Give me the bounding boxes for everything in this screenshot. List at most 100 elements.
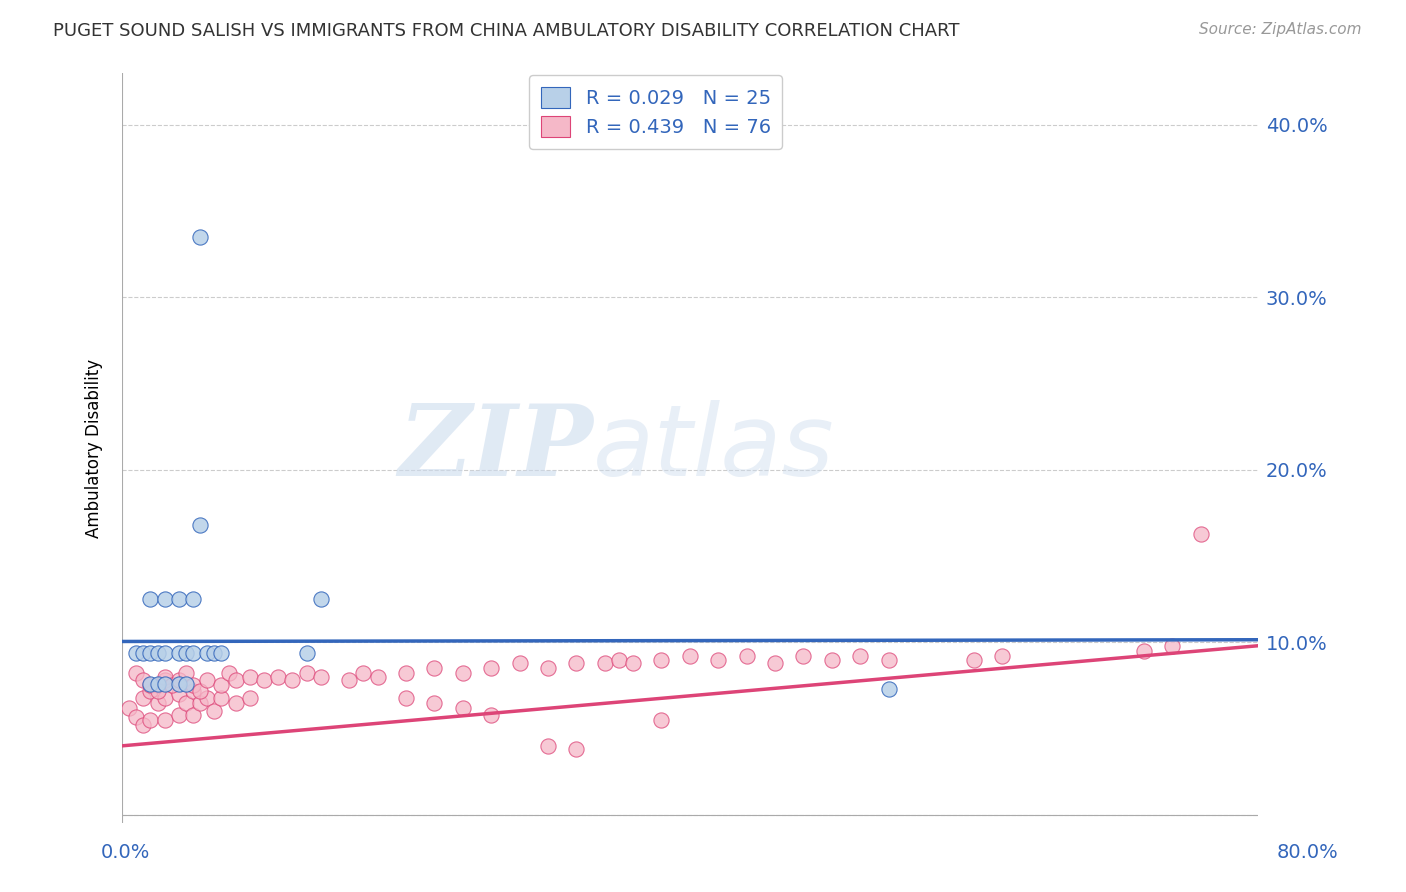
Point — [153, 690, 176, 705]
Text: Source: ZipAtlas.com: Source: ZipAtlas.com — [1198, 22, 1361, 37]
Point — [195, 646, 218, 660]
Point — [621, 656, 644, 670]
Point — [821, 652, 844, 666]
Legend: R = 0.029   N = 25, R = 0.439   N = 76: R = 0.029 N = 25, R = 0.439 N = 76 — [529, 75, 782, 149]
Point — [153, 673, 176, 688]
Point — [188, 696, 211, 710]
Point — [132, 646, 155, 660]
Point — [195, 673, 218, 688]
Point — [267, 670, 290, 684]
Point — [209, 690, 232, 705]
Point — [202, 646, 225, 660]
Point — [146, 678, 169, 692]
Point — [849, 649, 872, 664]
Point — [167, 646, 190, 660]
Text: 80.0%: 80.0% — [1277, 843, 1339, 862]
Point — [395, 666, 418, 681]
Point — [735, 649, 758, 664]
Text: atlas: atlas — [593, 400, 835, 497]
Point — [209, 646, 232, 660]
Point — [423, 661, 446, 675]
Point — [707, 652, 730, 666]
Text: 0.0%: 0.0% — [101, 843, 150, 862]
Point — [146, 677, 169, 691]
Point — [139, 646, 162, 660]
Point — [679, 649, 702, 664]
Y-axis label: Ambulatory Disability: Ambulatory Disability — [86, 359, 103, 538]
Point — [118, 701, 141, 715]
Point — [153, 677, 176, 691]
Point — [139, 713, 162, 727]
Point — [1189, 526, 1212, 541]
Point — [367, 670, 389, 684]
Point — [181, 678, 204, 692]
Point — [181, 707, 204, 722]
Point — [565, 742, 588, 756]
Point — [188, 518, 211, 533]
Point — [607, 652, 630, 666]
Point — [167, 673, 190, 688]
Point — [167, 677, 190, 691]
Point — [195, 690, 218, 705]
Point — [295, 666, 318, 681]
Point — [239, 690, 262, 705]
Text: ZIP: ZIP — [398, 400, 593, 497]
Point — [239, 670, 262, 684]
Point — [125, 646, 148, 660]
Point — [963, 652, 986, 666]
Point — [352, 666, 374, 681]
Point — [877, 681, 900, 696]
Point — [565, 656, 588, 670]
Point — [225, 696, 247, 710]
Point — [508, 656, 530, 670]
Point — [153, 592, 176, 607]
Point — [337, 673, 360, 688]
Point — [153, 713, 176, 727]
Point — [281, 673, 304, 688]
Point — [146, 646, 169, 660]
Point — [174, 696, 197, 710]
Point — [132, 673, 155, 688]
Point — [309, 670, 332, 684]
Point — [139, 678, 162, 692]
Point — [792, 649, 814, 664]
Point — [146, 696, 169, 710]
Point — [174, 677, 197, 691]
Point — [160, 678, 183, 692]
Point — [650, 713, 672, 727]
Point — [181, 683, 204, 698]
Point — [309, 592, 332, 607]
Point — [479, 661, 502, 675]
Point — [218, 666, 240, 681]
Point — [181, 646, 204, 660]
Point — [188, 230, 211, 244]
Point — [479, 707, 502, 722]
Point — [174, 646, 197, 660]
Point — [225, 673, 247, 688]
Point — [991, 649, 1014, 664]
Point — [153, 646, 176, 660]
Point — [650, 652, 672, 666]
Point — [167, 687, 190, 701]
Point — [153, 670, 176, 684]
Point — [395, 690, 418, 705]
Point — [423, 696, 446, 710]
Point — [209, 678, 232, 692]
Point — [763, 656, 786, 670]
Text: PUGET SOUND SALISH VS IMMIGRANTS FROM CHINA AMBULATORY DISABILITY CORRELATION CH: PUGET SOUND SALISH VS IMMIGRANTS FROM CH… — [53, 22, 960, 40]
Point — [537, 739, 560, 753]
Point — [139, 677, 162, 691]
Point — [139, 592, 162, 607]
Point — [139, 683, 162, 698]
Point — [593, 656, 616, 670]
Point — [167, 707, 190, 722]
Point — [174, 666, 197, 681]
Point — [146, 683, 169, 698]
Point — [167, 592, 190, 607]
Point — [537, 661, 560, 675]
Point — [202, 704, 225, 718]
Point — [1161, 639, 1184, 653]
Point — [295, 646, 318, 660]
Point — [877, 652, 900, 666]
Point — [188, 683, 211, 698]
